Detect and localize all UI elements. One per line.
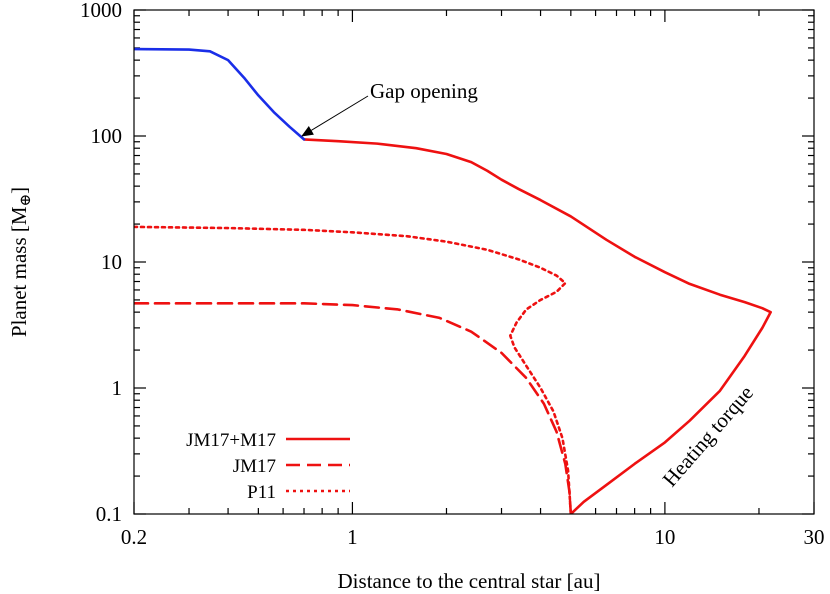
x-tick-label: 10 xyxy=(654,525,675,549)
axis-ticks xyxy=(133,9,815,515)
legend: JM17+M17 JM17 P11 xyxy=(186,430,350,503)
legend-label-jm17: JM17 xyxy=(233,456,276,477)
legend-label-p11: P11 xyxy=(247,482,276,503)
y-axis-title: Planet mass [M⊕] xyxy=(7,187,34,337)
legend-label-jm17-m17: JM17+M17 xyxy=(186,430,276,451)
x-axis-title: Distance to the central star [au] xyxy=(338,569,601,593)
y-tick-label: 1 xyxy=(112,376,123,400)
x-tick-label: 30 xyxy=(804,525,825,549)
plot-frame xyxy=(133,9,815,515)
x-tick-label: 0.2 xyxy=(121,525,147,549)
y-tick-label: 1000 xyxy=(80,0,122,22)
annotation-gap-opening: Gap opening xyxy=(370,79,478,103)
y-tick-label: 100 xyxy=(91,124,123,148)
series-p11-line xyxy=(134,225,573,514)
series-jm17-m17-line xyxy=(302,138,772,514)
y-axis-title-close: ] xyxy=(7,187,31,194)
earth-symbol: ⊕ xyxy=(18,194,34,207)
series-gas-accretion-blue--line xyxy=(134,47,306,141)
plot-area xyxy=(134,47,772,514)
y-tick-label: 10 xyxy=(101,250,122,274)
series-jm17-line xyxy=(134,302,573,514)
annotation-gap-opening-arrow xyxy=(301,95,369,137)
y-tick-label: 0.1 xyxy=(96,502,122,526)
axis-tick-labels: 0.2 1 10 30 0.1 1 10 100 1000 xyxy=(80,0,825,549)
x-tick-label: 1 xyxy=(347,525,358,549)
